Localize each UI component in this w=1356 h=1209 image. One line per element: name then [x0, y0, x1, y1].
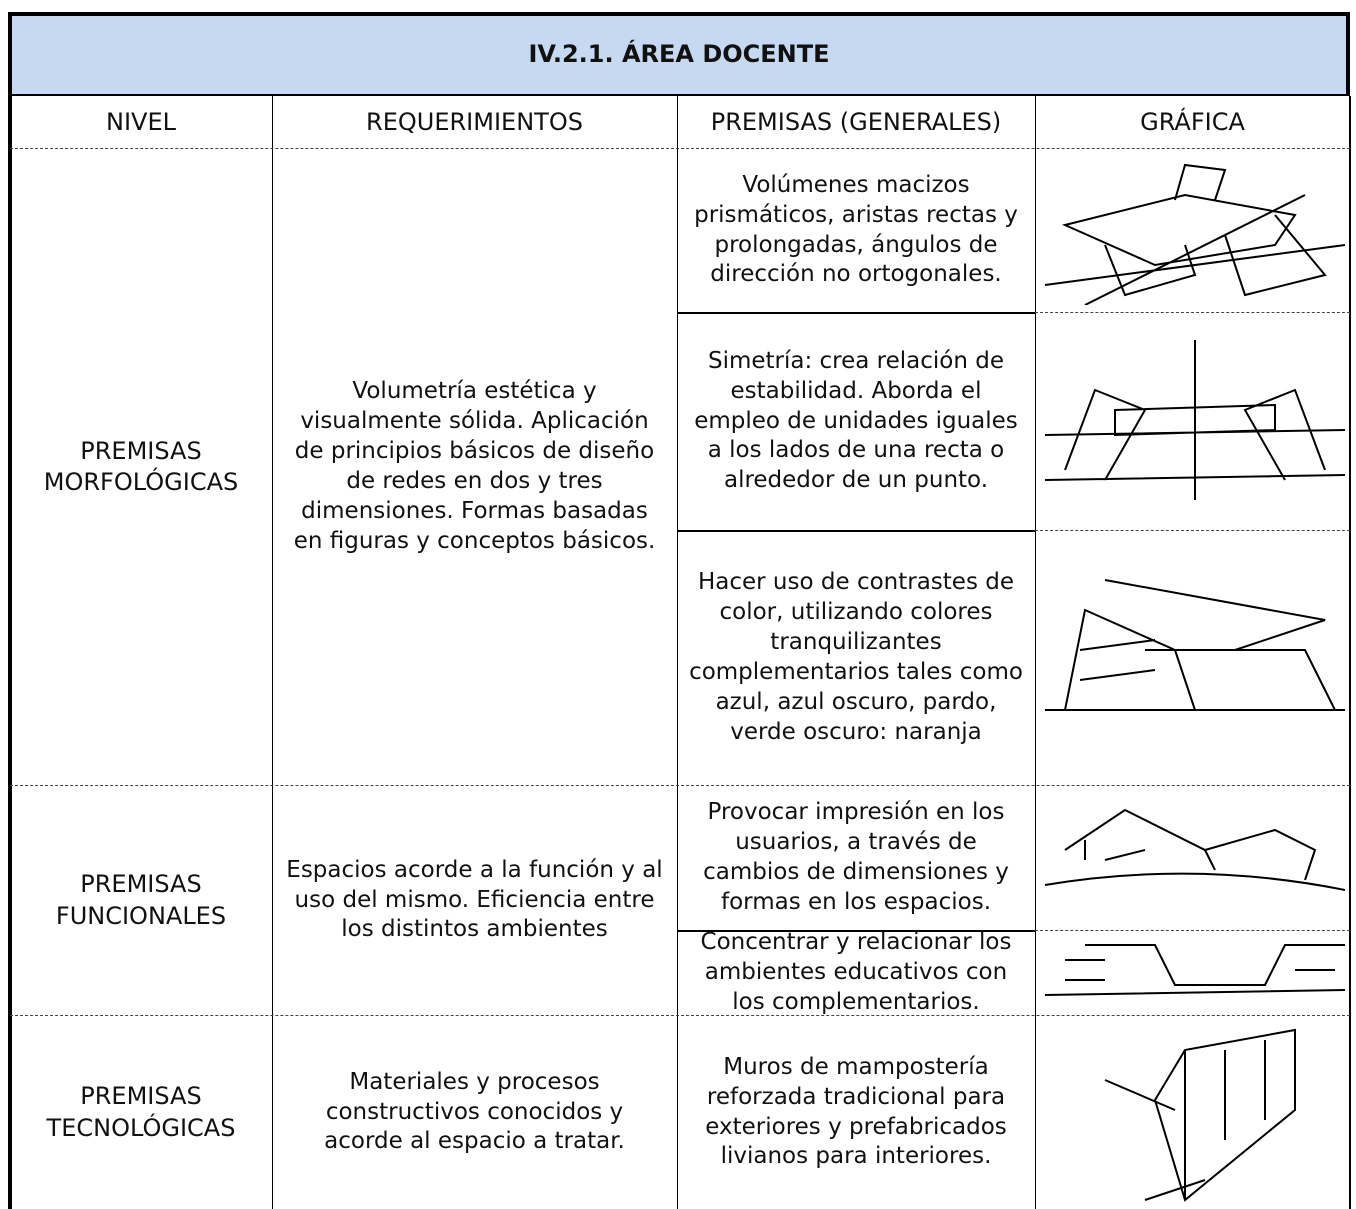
requirements: Materiales y procesos constructivos cono…	[324, 1068, 625, 1155]
cell-line	[677, 312, 1035, 314]
level: PREMISAS MORFOLÓGICAS	[43, 436, 239, 496]
level: PREMISAS FUNCIONALES	[55, 870, 227, 930]
sketch	[1045, 808, 1345, 891]
cell-line	[1035, 930, 1350, 931]
border	[677, 96, 678, 1209]
cell-line	[1035, 312, 1350, 313]
cell-line	[677, 930, 1035, 932]
column-header: NIVEL	[106, 107, 176, 136]
premise: Provocar impresión en los usuarios, a tr…	[703, 799, 1009, 915]
row-line	[10, 785, 1350, 786]
requirements: Volumetría estética y visualmente sólida…	[293, 378, 656, 554]
cell-line	[677, 530, 1035, 532]
premise: Muros de mampostería reforzada tradicion…	[705, 1053, 1007, 1170]
premise: Concentrar y relacionar los ambientes ed…	[700, 929, 1012, 1015]
requirements: Espacios acorde a la función y al uso de…	[286, 856, 663, 943]
premise: Volúmenes macizos prismáticos, aristas r…	[694, 171, 1018, 288]
sketch	[1045, 163, 1345, 305]
border	[8, 96, 12, 1209]
sketch	[1045, 340, 1345, 500]
cell-line	[1035, 530, 1350, 531]
row-line	[10, 1015, 1350, 1016]
border	[1035, 96, 1036, 1209]
table-title: IV.2.1. ÁREA DOCENTE	[8, 12, 1350, 96]
border	[272, 96, 273, 1209]
column-header: PREMISAS (GENERALES)	[710, 107, 1002, 136]
premise: Hacer uso de contrastes de color, utiliz…	[689, 569, 1023, 745]
border	[1349, 96, 1351, 1209]
sketch	[1045, 579, 1345, 711]
row-line	[10, 148, 1350, 149]
column-header: GRÁFICA	[1140, 107, 1245, 136]
level: PREMISAS TECNOLÓGICAS	[46, 1082, 236, 1142]
column-header: REQUERIMIENTOS	[366, 107, 583, 136]
sketch	[1045, 944, 1345, 996]
premise: Simetría: crea relación de estabilidad. …	[694, 347, 1018, 494]
sketch	[1104, 1028, 1296, 1202]
